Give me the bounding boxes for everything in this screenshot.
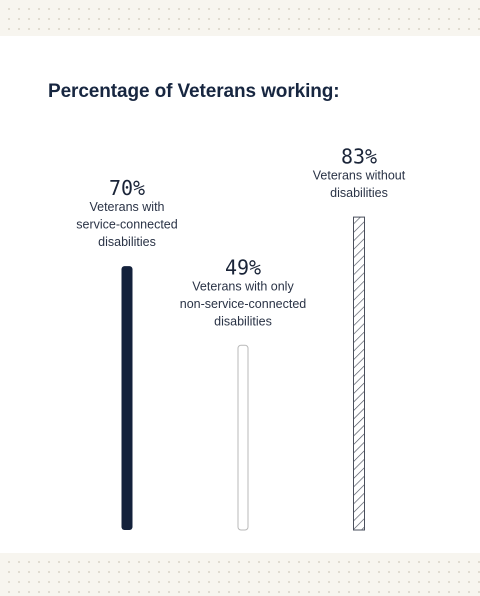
bottom-dot-pattern-band xyxy=(0,553,480,596)
bar-3-value-label: 83% xyxy=(341,145,377,169)
bar-1-value-label: 70% xyxy=(109,176,145,200)
top-dot-pattern-band xyxy=(0,0,480,36)
bar-2-label-line: disabilities xyxy=(214,314,272,328)
bar-3 xyxy=(353,216,365,531)
bar-1-label-line: disabilities xyxy=(98,235,156,249)
bar-2-label-line: Veterans with only xyxy=(192,279,294,293)
bar-2-label-line: non-service-connected xyxy=(180,297,307,311)
chart-title: Percentage of Veterans working: xyxy=(48,81,340,102)
bar-2 xyxy=(237,344,249,531)
bar-3-label-line: disabilities xyxy=(330,186,388,200)
bar-2-value-label: 49% xyxy=(225,255,261,279)
bar-3-label-line: Veterans without xyxy=(313,169,406,183)
bar-1 xyxy=(121,266,133,530)
bar-1-label-line: service-connected xyxy=(76,218,177,232)
bar-1-label-line: Veterans with xyxy=(89,200,164,214)
